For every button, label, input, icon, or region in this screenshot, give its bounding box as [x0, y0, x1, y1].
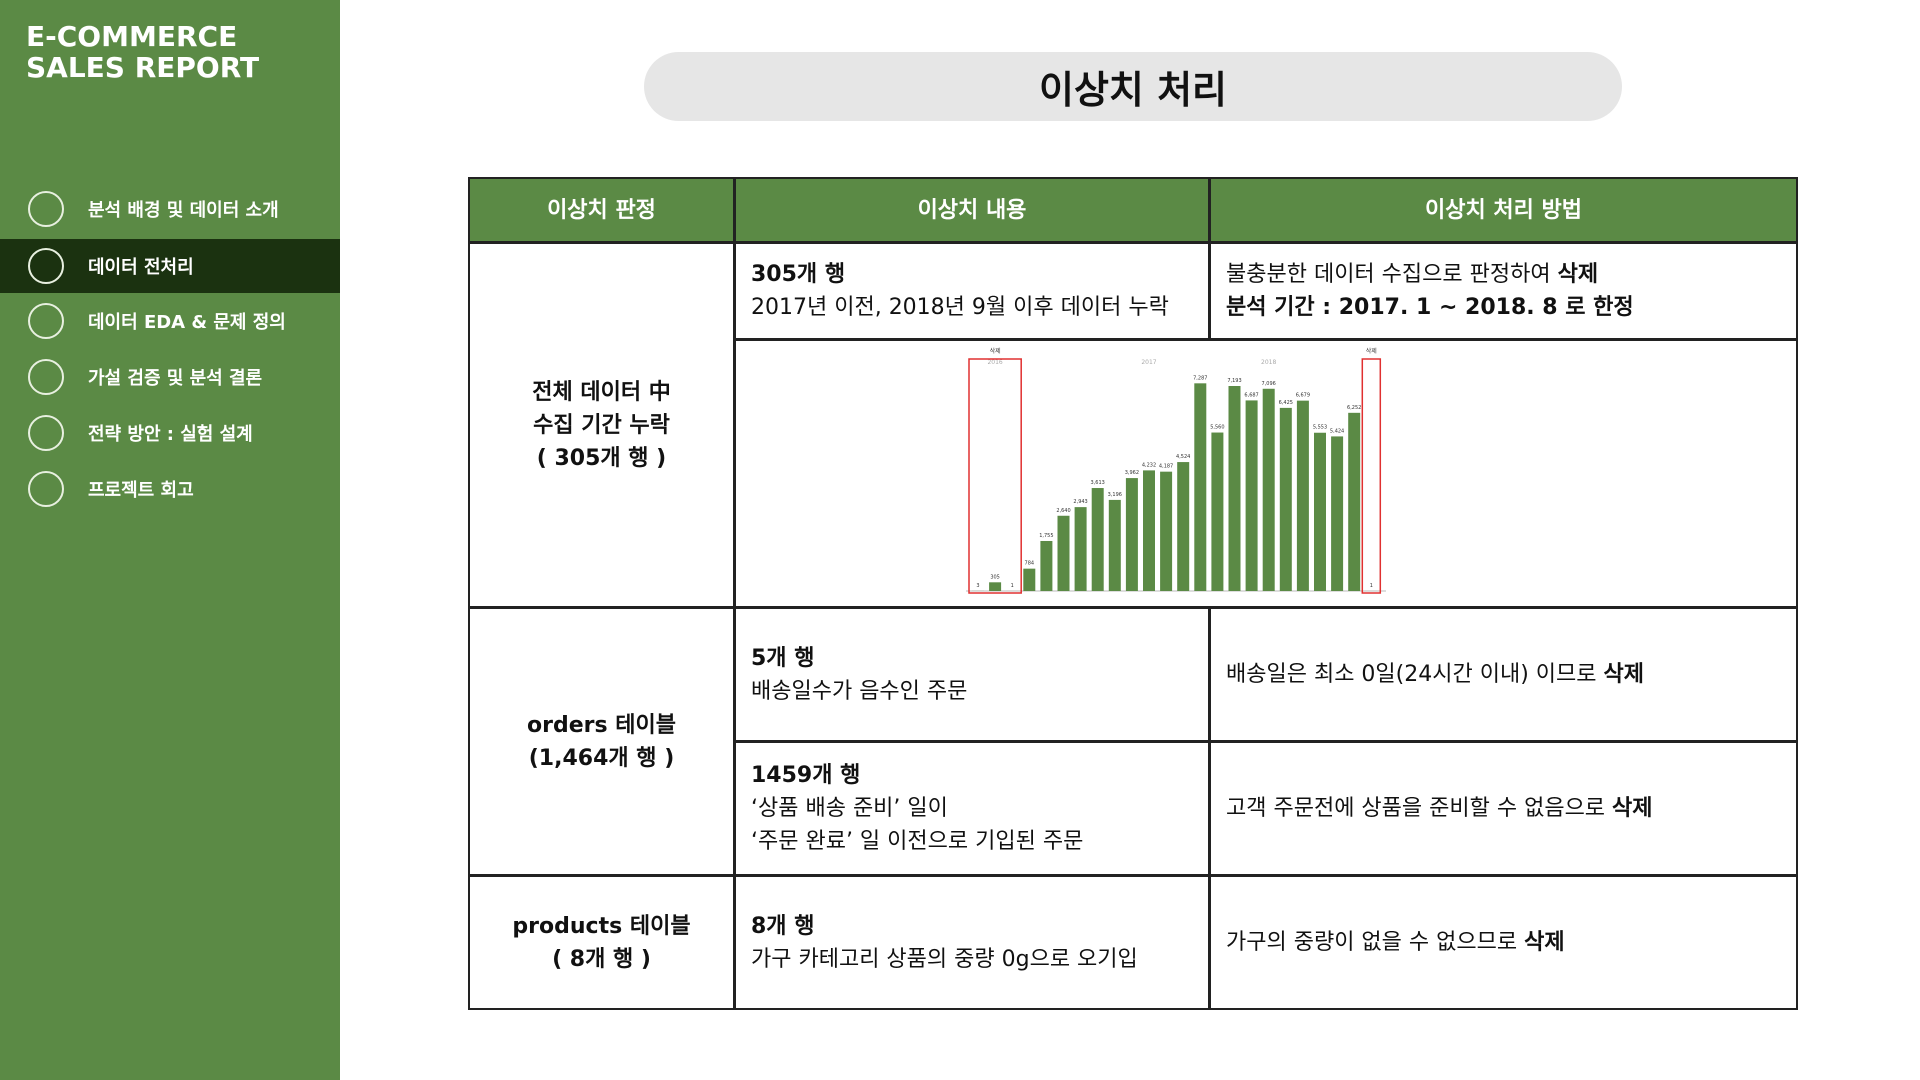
menu-icon: [28, 248, 64, 284]
content-title-line: 8개 행: [751, 910, 1208, 943]
judgement-text: products 테이블: [512, 913, 691, 939]
judgement-cell: orders 테이블 (1,464개 행 ): [468, 607, 735, 876]
judgement-text: (1,464개 행 ): [528, 745, 675, 771]
method-text: 불충분한 데이터 수집으로 판정하여: [1226, 262, 1558, 287]
menu-item[interactable]: 가설 검증 및 분석 결론: [88, 368, 263, 389]
method-text: 고객 주문전에 상품을 준비할 수 없음으로: [1226, 796, 1613, 821]
judgement-text: ( 305개 행 ): [536, 445, 667, 471]
judgement-cell: 전체 데이터 中 수집 기간 누락 ( 305개 행 ): [468, 242, 735, 608]
menu-item[interactable]: 프로젝트 회고: [88, 480, 194, 501]
method-text: 삭제: [1524, 930, 1565, 955]
content-title: 5개 행: [751, 645, 815, 671]
table-header: 이상치 내용: [734, 177, 1210, 243]
content-text: 가구 카테고리 상품의 중량 0g으로 오기입: [751, 946, 1138, 972]
menu-icon: [28, 303, 64, 339]
content-title: 305개 행: [751, 262, 846, 287]
content-text: ‘주문 완료’ 일 이전으로 기입된 주문: [751, 829, 1084, 854]
judgement-text: ( 8개 행 ): [552, 946, 651, 972]
table-header: 이상치 처리 방법: [1209, 177, 1798, 243]
judgement-line: orders 테이블: [527, 709, 676, 742]
content-title-line: 305개 행: [751, 258, 1208, 291]
table-header: 이상치 판정: [468, 177, 735, 243]
method-text: 삭제: [1557, 262, 1599, 287]
content-line: ‘주문 완료’ 일 이전으로 기입된 주문: [751, 825, 1208, 858]
method-line: 가구의 중량이 없을 수 없으므로 삭제: [1226, 926, 1796, 959]
menu-item[interactable]: 전략 방안 : 실험 설계: [88, 424, 253, 445]
method-cell: 배송일은 최소 0일(24시간 이내) 이므로 삭제: [1209, 607, 1798, 742]
judgement-text: 수집 기간 누락: [533, 412, 670, 438]
method-text: 배송일은 최소 0일(24시간 이내) 이므로: [1226, 662, 1604, 687]
content-title: 1459개 행: [751, 763, 861, 788]
judgement-text: 전체 데이터 中: [532, 379, 671, 405]
method-cell: 가구의 중량이 없을 수 없으므로 삭제: [1209, 875, 1798, 1010]
judgement-line: ( 8개 행 ): [552, 943, 651, 976]
method-cell: 고객 주문전에 상품을 준비할 수 없음으로 삭제: [1209, 741, 1798, 876]
method-line: 분석 기간 : 2017. 1 ~ 2018. 8 로 한정: [1226, 291, 1796, 324]
content-cell: 1459개 행 ‘상품 배송 준비’ 일이 ‘주문 완료’ 일 이전으로 기입된 주…: [734, 741, 1210, 876]
menu-item[interactable]: 분석 배경 및 데이터 소개: [88, 200, 279, 221]
menu-item[interactable]: 데이터 EDA & 문제 정의: [88, 312, 286, 333]
header-text: 이상치 판정: [547, 197, 656, 223]
content-title-line: 5개 행: [751, 642, 1208, 675]
menu-icon: [28, 191, 64, 227]
method-line: 배송일은 최소 0일(24시간 이내) 이므로 삭제: [1226, 658, 1796, 691]
judgement-line: 전체 데이터 中: [532, 376, 671, 409]
content-text: ‘상품 배송 준비’ 일이: [751, 796, 948, 821]
content-line: 2017년 이전, 2018년 9월 이후 데이터 누락: [751, 291, 1208, 324]
content-line: 배송일수가 음수인 주문: [751, 675, 1208, 708]
content-title: 8개 행: [751, 913, 815, 939]
header-text: 이상치 내용: [917, 197, 1027, 223]
content-line: ‘상품 배송 준비’ 일이: [751, 792, 1208, 825]
judgement-line: ( 305개 행 ): [537, 442, 667, 475]
method-text: 분석 기간 : 2017. 1 ~ 2018. 8 로 한정: [1226, 295, 1634, 320]
content-text: 배송일수가 음수인 주문: [751, 678, 968, 704]
menu-icon: [28, 415, 64, 451]
header-text: 이상치 처리 방법: [1425, 197, 1582, 223]
menu-icon: [28, 359, 64, 395]
chart-cell: [734, 339, 1798, 608]
method-text: 삭제: [1612, 796, 1653, 821]
page-title: 이상치 처리: [644, 52, 1622, 121]
judgement-line: 수집 기간 누락: [533, 409, 670, 442]
judgement-line: (1,464개 행 ): [529, 742, 675, 775]
sidebar-title: E-COMMERCE: [26, 20, 238, 53]
content-text: 2017년 이전, 2018년 9월 이후 데이터 누락: [751, 295, 1169, 320]
content-line: 가구 카테고리 상품의 중량 0g으로 오기입: [751, 943, 1208, 976]
content-title-line: 1459개 행: [751, 759, 1208, 792]
method-text: 가구의 중량이 없을 수 없으므로: [1226, 930, 1525, 955]
judgement-text: orders 테이블: [527, 712, 676, 738]
menu-icon: [28, 471, 64, 507]
sidebar-title: SALES REPORT: [26, 51, 260, 84]
method-line: 고객 주문전에 상품을 준비할 수 없음으로 삭제: [1226, 792, 1796, 825]
content-cell: 305개 행 2017년 이전, 2018년 9월 이후 데이터 누락: [734, 242, 1210, 340]
method-line: 불충분한 데이터 수집으로 판정하여 삭제: [1226, 258, 1796, 291]
method-text: 삭제: [1603, 662, 1644, 687]
judgement-cell: products 테이블 ( 8개 행 ): [468, 875, 735, 1010]
judgement-line: products 테이블: [512, 910, 690, 943]
